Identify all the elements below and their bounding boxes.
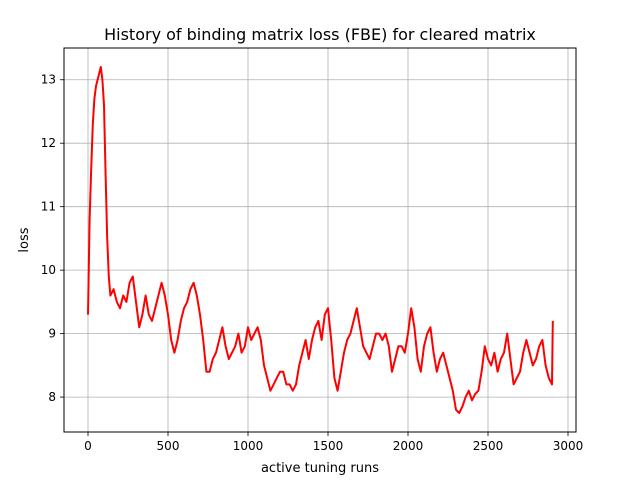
y-tick-label: 12: [41, 136, 56, 150]
x-tick-label: 2500: [473, 439, 504, 453]
y-axis-label: loss: [17, 227, 32, 252]
x-tick-label: 2000: [393, 439, 424, 453]
loss-series-line: [87, 66, 554, 414]
y-tick-label: 13: [41, 73, 56, 87]
series-line-layer: [87, 66, 554, 414]
x-tick-label: 1500: [313, 439, 344, 453]
x-axis-label: active tuning runs: [261, 461, 379, 476]
axes-frame: [63, 47, 577, 433]
y-tick-label: 10: [41, 263, 56, 277]
y-tick-label: 8: [48, 390, 56, 404]
x-tick-label: 0: [84, 439, 92, 453]
x-tick-label: 500: [157, 439, 180, 453]
grid-lines: [64, 48, 576, 432]
y-tick-label: 9: [48, 327, 56, 341]
x-tick-label: 3000: [553, 439, 584, 453]
y-tick-label: 11: [41, 200, 56, 214]
x-tick-label: 1000: [233, 439, 264, 453]
x-axis-ticks: 0 500 1000 1500 2000 2500 3000: [84, 432, 583, 453]
y-axis-ticks: 8 9 10 11 12 13: [41, 73, 64, 404]
chart-title: History of binding matrix loss (FBE) for…: [104, 25, 536, 44]
